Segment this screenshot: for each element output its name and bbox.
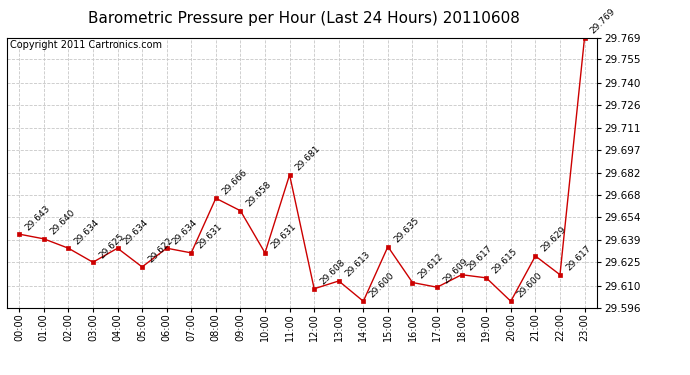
Text: 29.622: 29.622 — [146, 236, 175, 265]
Text: 29.629: 29.629 — [540, 225, 568, 254]
Text: 29.631: 29.631 — [195, 222, 224, 251]
Text: 29.615: 29.615 — [491, 247, 519, 276]
Text: 29.613: 29.613 — [343, 250, 371, 279]
Text: 29.681: 29.681 — [294, 144, 322, 172]
Text: 29.608: 29.608 — [318, 258, 347, 286]
Text: 29.612: 29.612 — [417, 252, 445, 280]
Text: 29.617: 29.617 — [466, 244, 495, 273]
Text: 29.634: 29.634 — [72, 217, 101, 246]
Text: 29.666: 29.666 — [220, 168, 248, 196]
Text: 29.635: 29.635 — [392, 216, 421, 244]
Text: 29.609: 29.609 — [441, 256, 470, 285]
Text: 29.634: 29.634 — [121, 217, 150, 246]
Text: 29.640: 29.640 — [48, 208, 77, 237]
Text: 29.634: 29.634 — [171, 217, 199, 246]
Text: 29.643: 29.643 — [23, 203, 52, 232]
Text: 29.631: 29.631 — [269, 222, 298, 251]
Text: Copyright 2011 Cartronics.com: Copyright 2011 Cartronics.com — [10, 40, 162, 50]
Text: 29.600: 29.600 — [515, 270, 544, 299]
Text: 29.600: 29.600 — [368, 270, 396, 299]
Text: Barometric Pressure per Hour (Last 24 Hours) 20110608: Barometric Pressure per Hour (Last 24 Ho… — [88, 11, 520, 26]
Text: 29.769: 29.769 — [589, 7, 618, 35]
Text: 29.658: 29.658 — [244, 180, 273, 209]
Text: 29.625: 29.625 — [97, 231, 126, 260]
Text: 29.617: 29.617 — [564, 244, 593, 273]
